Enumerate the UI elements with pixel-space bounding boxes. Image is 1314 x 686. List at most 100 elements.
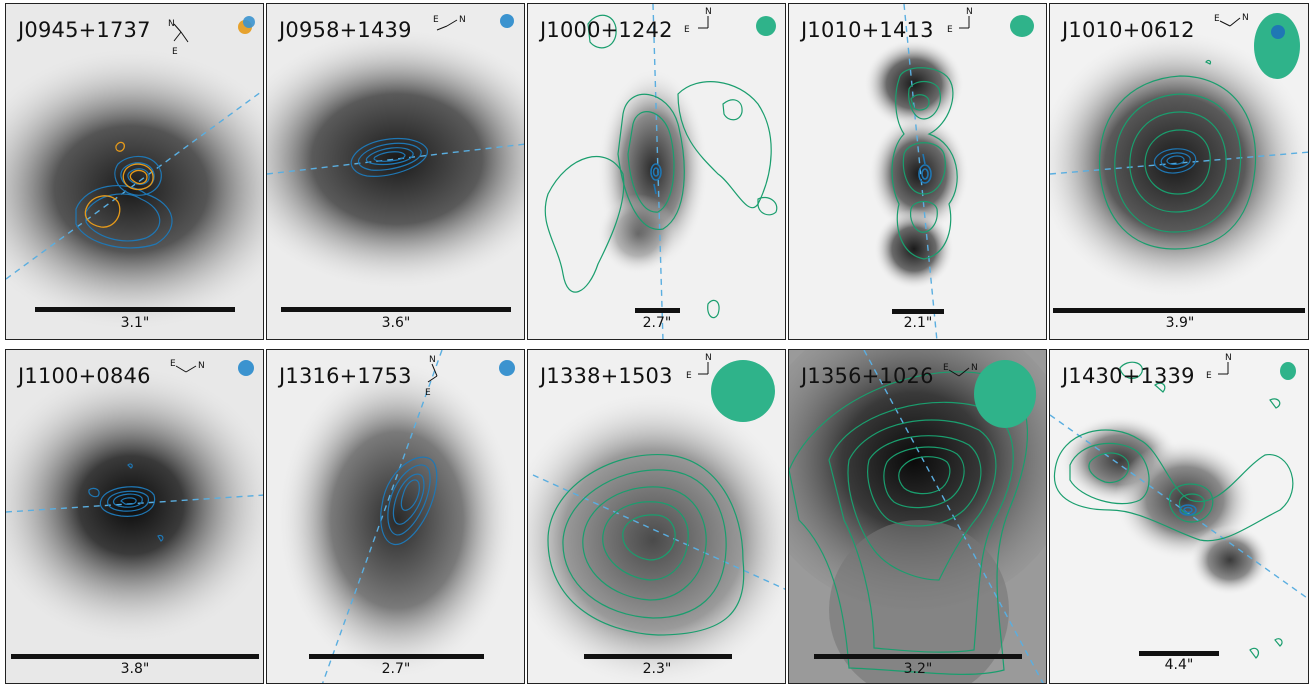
compass-icon: N E [947,7,973,35]
scale-label: 2.3" [642,661,672,677]
svg-text:N: N [966,7,973,17]
scale-bar [11,654,259,659]
scale-label: 2.7" [381,661,411,677]
svg-text:E: E [425,388,431,398]
scale-bar [584,654,732,659]
compass-icon: E N [943,363,978,377]
compass-icon: E N [433,15,466,31]
panel-image: N E [528,4,785,339]
beam-blue-icon [238,360,254,376]
panel-J1356+1026: E N J1356+1026 3.2" [788,349,1047,684]
blue-contours [380,456,438,546]
panel-title: J1356+1026 [801,364,934,388]
svg-text:N: N [459,15,466,25]
scale-label: 2.7" [642,315,672,331]
scale-label: 2.1" [903,315,933,331]
panel-title: J1000+1242 [540,18,673,42]
scale-bar [281,307,511,312]
svg-text:E: E [947,25,953,35]
scale-label: 3.2" [903,661,933,677]
panel-J1316+1753: N E J1316+1753 2.7" [266,349,525,684]
orange-contours [84,141,154,228]
panel-image: N E [267,350,524,683]
beam-blue-icon [500,14,514,28]
panel-title: J1316+1753 [279,364,412,388]
panel-image: N E [528,350,785,683]
panel-image: N E [1050,350,1308,683]
scale-label: 3.6" [381,315,411,331]
panel-J1010+0612: E N J1010+0612 3.9" [1049,3,1309,340]
scale-label: 3.9" [1165,315,1195,331]
panel-image: E N [267,4,524,339]
beam-blue-icon [1271,25,1285,39]
panel-title: J1338+1503 [540,364,673,388]
panel-title: J0958+1439 [279,18,412,42]
svg-text:E: E [1214,14,1220,24]
beam-blue-icon [243,16,255,28]
green-contours [547,454,745,636]
svg-text:E: E [686,371,692,381]
beam-green-icon [1254,13,1300,79]
panel-J0945+1737: N E J0945+1737 3.1" [5,3,264,340]
svg-text:N: N [1242,13,1249,23]
panel-image: N E [789,4,1046,339]
beam-green-icon [1010,15,1034,37]
panel-J1338+1503: N E J1338+1503 2.3" [527,349,786,684]
panel-image: E N [6,350,263,683]
beam-green-icon [1280,362,1296,380]
beam-green-icon [974,360,1036,428]
svg-text:N: N [971,363,978,373]
panel-title: J1010+0612 [1062,18,1195,42]
svg-text:E: E [1206,371,1212,381]
scale-label: 4.4" [1164,657,1194,673]
green-contours [544,14,778,319]
beam-green-icon [711,360,775,422]
beam-green-icon [756,16,776,36]
panel-image: E N [1050,4,1308,339]
compass-icon: N E [168,19,189,57]
blue-contours [1153,148,1197,174]
panel-J1000+1242: N E J1000+1242 2.7" [527,3,786,340]
compass-icon: N E [1206,353,1232,381]
scale-bar [1053,308,1305,313]
panel-title: J0945+1737 [18,18,151,42]
green-contours [789,371,1028,675]
compass-icon: E N [1214,13,1249,27]
panel-J1430+1339: N E J1430+1339 4.4" [1049,349,1309,684]
panel-J0958+1439: E N J0958+1439 3.6" [266,3,525,340]
scale-bar [814,654,1022,659]
blue-contours [350,137,428,177]
svg-text:N: N [168,19,175,29]
panel-title: J1430+1339 [1062,364,1195,388]
scale-bar [1139,651,1219,656]
svg-text:E: E [170,359,176,369]
scale-bar [892,309,944,314]
green-contours [1098,59,1257,250]
panel-J1010+1413: N E J1010+1413 2.1" [788,3,1047,340]
beam-blue-icon [499,360,515,376]
compass-icon: E N [170,359,205,373]
svg-text:E: E [943,363,949,373]
panel-title: J1010+1413 [801,18,934,42]
scale-bar [309,654,484,659]
panel-image: N E [6,4,263,339]
svg-text:N: N [198,361,205,371]
svg-text:E: E [684,25,690,35]
panel-title: J1100+0846 [18,364,151,388]
svg-text:N: N [1225,353,1232,363]
blue-contours [88,463,164,542]
scale-bar [635,308,680,313]
compass-icon: N E [684,7,712,35]
panel-image: E N [789,350,1046,683]
compass-icon: N E [425,355,438,398]
svg-text:N: N [705,353,712,363]
scale-bar [35,307,235,312]
blue-contours [650,163,662,195]
svg-text:N: N [429,355,436,365]
blue-contours [1179,504,1197,516]
blue-contours [918,153,932,184]
green-contours [1053,361,1294,659]
green-contours [891,67,958,260]
svg-text:E: E [433,15,439,25]
